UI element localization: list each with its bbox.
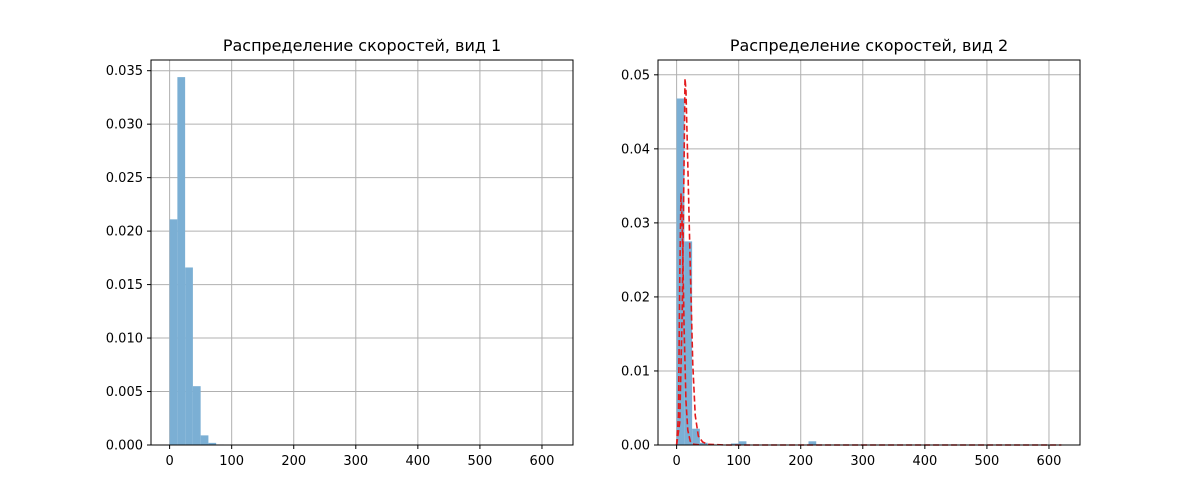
y-tick-label: 0.020 [106, 225, 143, 240]
x-tick-label: 500 [467, 454, 492, 469]
y-tick-label: 0.03 [621, 216, 650, 231]
histogram-bar [208, 442, 217, 445]
axes-frame [657, 59, 1081, 446]
x-tick-label: 0 [165, 454, 173, 469]
y-tick-label: 0.005 [106, 385, 143, 400]
y-tick-label: 0.02 [621, 290, 650, 305]
y-tick-label: 0.05 [621, 68, 650, 83]
x-tick-label: 100 [219, 454, 244, 469]
x-tick-label: 400 [912, 454, 937, 469]
histogram-bar [738, 441, 747, 445]
y-tick-label: 0.00 [621, 439, 650, 454]
chart-title: Распределение скоростей, вид 2 [730, 36, 1008, 55]
histogram-bar [169, 219, 178, 445]
histogram-bar [192, 386, 201, 445]
chart-title: Распределение скоростей, вид 1 [223, 36, 501, 55]
x-tick-label: 200 [281, 454, 306, 469]
y-tick-label: 0.035 [106, 64, 143, 79]
y-tick-label: 0.010 [106, 332, 143, 347]
y-tick-label: 0.030 [106, 118, 143, 133]
x-tick-label: 200 [788, 454, 813, 469]
y-tick-label: 0.015 [106, 278, 143, 293]
chart-panel-1: 0 100 200 300 400 500 600 0.000 0.005 0.010 0.015 0… [106, 36, 574, 469]
x-tick-label: 600 [530, 454, 555, 469]
x-tick-label: 300 [343, 454, 368, 469]
x-tick-label: 0 [672, 454, 680, 469]
x-tick-label: 300 [850, 454, 875, 469]
histogram-bar [808, 441, 817, 445]
histogram-bar [730, 443, 739, 445]
fit-curve [675, 193, 702, 446]
histogram-bar [699, 442, 708, 445]
histogram-bar [185, 267, 193, 445]
y-tick-label: 0.01 [621, 364, 650, 379]
y-tick-label: 0.000 [106, 439, 143, 454]
x-tick-label: 400 [405, 454, 430, 469]
histogram-bar [200, 435, 209, 445]
y-tick-label: 0.04 [621, 142, 650, 157]
x-tick-label: 500 [974, 454, 999, 469]
histogram-bar [684, 241, 693, 445]
x-tick-label: 600 [1037, 454, 1062, 469]
histogram-bar [692, 428, 700, 445]
histogram-bar [177, 77, 186, 445]
x-tick-label: 100 [726, 454, 751, 469]
axes-frame [150, 59, 574, 446]
chart-panel-2: 0 100 200 300 400 500 600 0.00 0.01 0.02 0.03 0.04 0… [621, 36, 1081, 469]
fit-curve [675, 78, 1062, 446]
y-tick-label: 0.025 [106, 171, 143, 186]
